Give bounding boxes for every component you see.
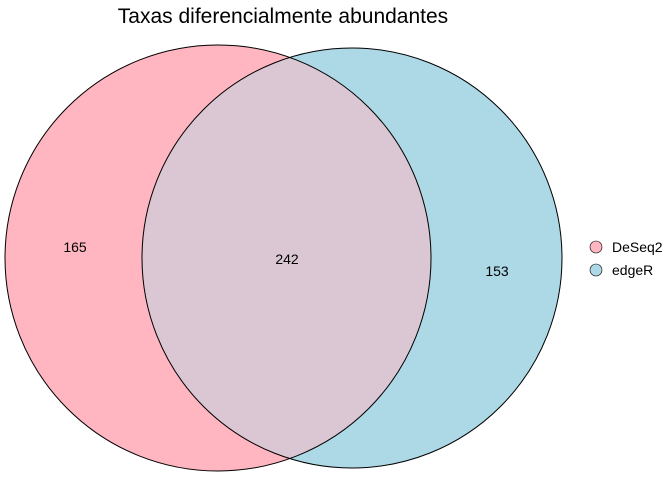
diagram-title: Taxas diferencialmente abundantes <box>118 5 448 28</box>
legend-key-deseq2 <box>589 240 603 254</box>
set-outline-edger <box>141 47 563 469</box>
count-deseq2-only: 165 <box>63 239 87 255</box>
count-intersection: 242 <box>275 251 299 267</box>
legend-key-edger <box>589 263 603 277</box>
count-edger-only: 153 <box>485 263 509 279</box>
legend-label-deseq2: DeSeq2 <box>612 239 663 255</box>
intersection-region <box>142 48 431 468</box>
legend-label-edger: edgeR <box>612 262 653 278</box>
legend: DeSeq2 edgeR <box>589 239 663 278</box>
set-outline-deseq2 <box>4 44 432 472</box>
